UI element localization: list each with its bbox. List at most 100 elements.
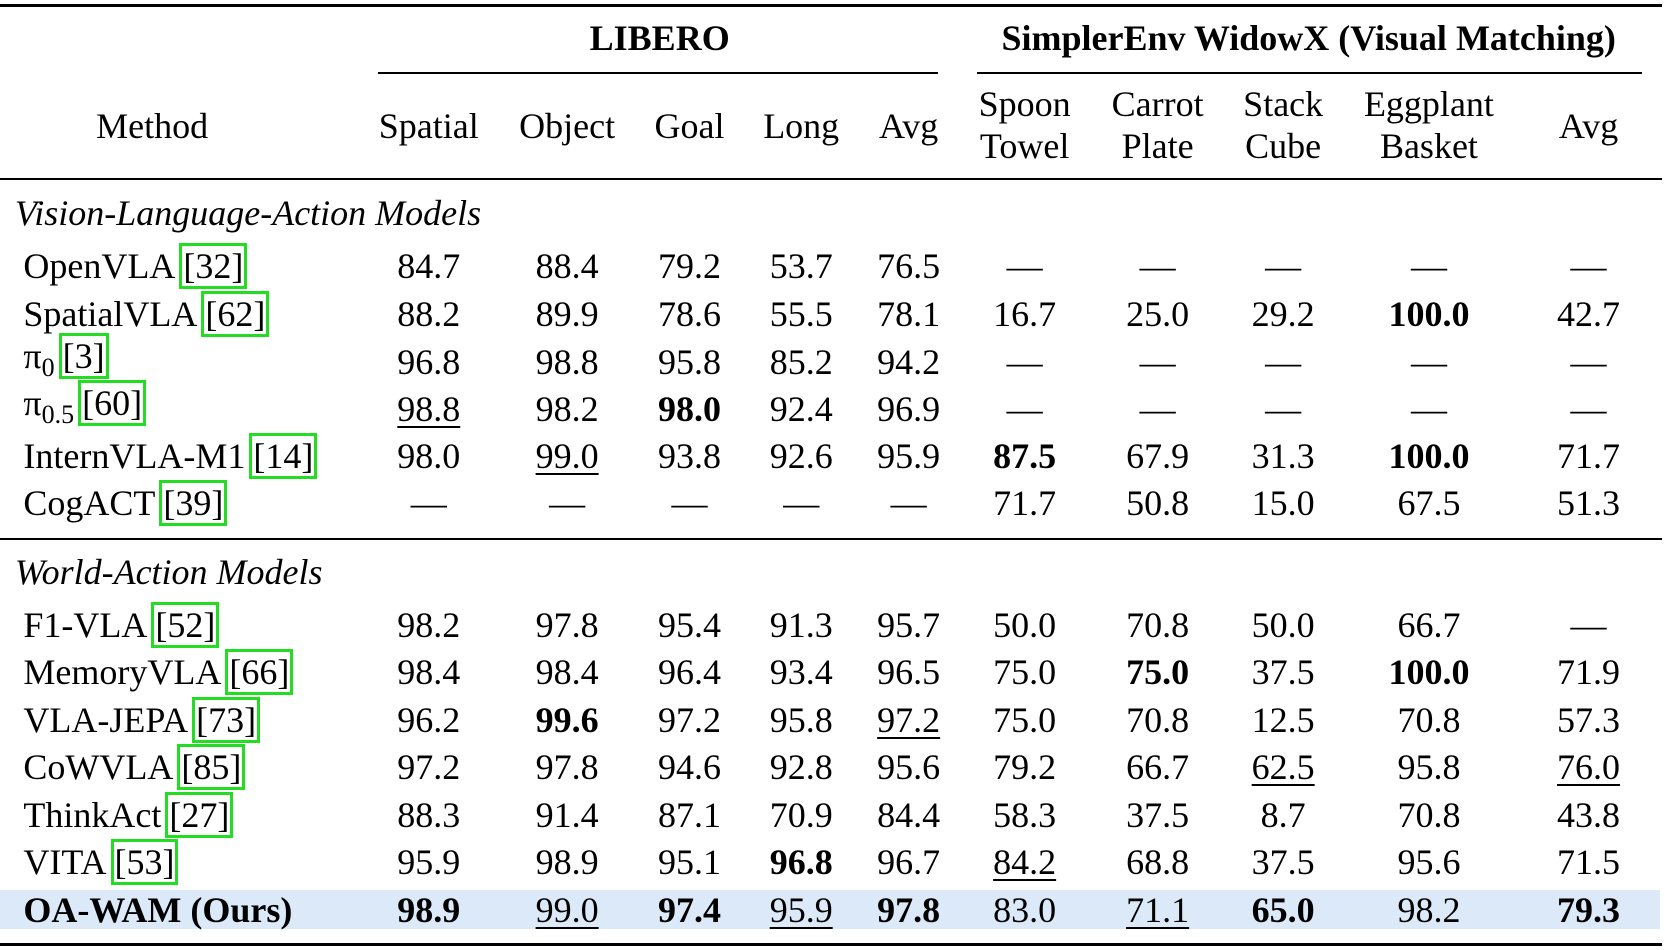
value-cell: —	[1570, 246, 1607, 286]
value-cell: 95.8	[769, 700, 833, 741]
citation: [62]	[201, 290, 270, 337]
method-cell: MemoryVLA [66]	[23, 649, 294, 696]
value-cell: —	[549, 483, 586, 524]
group-title: SimplerEnv WidowX (Visual Matching)	[1001, 18, 1616, 59]
citation: [39]	[159, 480, 228, 527]
value-cell: —	[1265, 246, 1302, 286]
value-cell: —	[1139, 341, 1176, 382]
value-cell: 97.4	[657, 889, 721, 930]
value-cell: 15.0	[1251, 483, 1315, 524]
value-cell: 78.1	[877, 293, 941, 334]
value-cell: 25.0	[1126, 293, 1190, 334]
citation: [60]	[78, 379, 147, 426]
value-cell: 75.0	[1126, 652, 1190, 693]
value-cell: —	[1006, 246, 1043, 286]
value-cell: 50.0	[993, 604, 1057, 645]
column-header: Carrot	[1111, 84, 1204, 125]
value-cell: 43.8	[1557, 795, 1621, 836]
value-cell: 57.3	[1557, 700, 1621, 741]
rule	[0, 4, 1662, 8]
method-cell: CoWVLA [85]	[23, 744, 246, 791]
value-cell: 99.0	[535, 436, 599, 477]
value-cell: —	[1006, 341, 1043, 382]
value-cell: —	[1265, 341, 1302, 382]
column-header: Avg	[1558, 105, 1619, 146]
value-cell: 53.7	[769, 246, 833, 286]
method-subscript: 0.5	[41, 399, 75, 429]
value-cell: 100.0	[1388, 652, 1470, 693]
value-cell: —	[410, 483, 447, 524]
method-name: SpatialVLA	[23, 293, 198, 334]
value-cell: 68.8	[1126, 841, 1190, 882]
value-cell: 99.0	[535, 889, 599, 930]
method-name: π	[23, 335, 42, 376]
value-cell: 51.3	[1557, 483, 1621, 524]
value-cell: 83.0	[993, 889, 1057, 930]
method-cell: InternVLA-M1 [14]	[23, 433, 318, 480]
column-header: Plate	[1121, 125, 1194, 166]
method-cell: VITA [53]	[23, 838, 179, 885]
value-cell: 95.4	[657, 604, 721, 645]
value-cell: —	[1265, 388, 1302, 429]
value-cell: 95.9	[769, 889, 833, 930]
value-cell: 97.2	[657, 700, 721, 741]
column-header: Eggplant	[1363, 84, 1494, 125]
column-header: Spatial	[378, 105, 479, 146]
value-cell: —	[783, 483, 820, 524]
value-cell: 96.8	[769, 841, 833, 882]
method-name: InternVLA-M1	[23, 436, 246, 477]
value-cell: 8.7	[1260, 795, 1306, 836]
value-cell: 96.2	[397, 700, 461, 741]
method-cell: ThinkAct [27]	[23, 792, 234, 839]
value-cell: 66.7	[1126, 747, 1190, 788]
value-cell: 88.3	[397, 795, 461, 836]
column-header: Object	[519, 105, 616, 146]
value-cell: 98.0	[657, 388, 721, 429]
value-cell: 95.7	[877, 604, 941, 645]
value-cell: 100.0	[1388, 436, 1470, 477]
value-cell: 98.0	[397, 436, 461, 477]
value-cell: —	[1139, 388, 1176, 429]
rule	[0, 538, 1662, 541]
citation: [66]	[225, 649, 294, 696]
citation: [73]	[192, 697, 261, 744]
method-cell: π0 [3]	[23, 332, 109, 388]
value-cell: 71.9	[1557, 652, 1621, 693]
value-cell: 100.0	[1388, 293, 1470, 334]
citation: [27]	[165, 792, 234, 839]
method-name: π	[23, 382, 42, 423]
value-cell: 85.2	[769, 341, 833, 382]
value-cell: 79.3	[1557, 889, 1621, 930]
section-title: World-Action Models	[14, 552, 323, 593]
value-cell: 55.5	[769, 293, 833, 334]
value-cell: 50.0	[1251, 604, 1315, 645]
value-cell: 96.4	[657, 652, 721, 693]
value-cell: 12.5	[1251, 700, 1315, 741]
value-cell: 71.7	[1557, 436, 1621, 477]
value-cell: 92.8	[769, 747, 833, 788]
value-cell: 98.2	[1397, 889, 1461, 930]
method-name: CoWVLA	[23, 747, 174, 788]
citation: [52]	[151, 601, 220, 648]
value-cell: 96.9	[877, 388, 941, 429]
value-cell: 79.2	[657, 246, 721, 286]
method-name: CogACT	[23, 483, 156, 524]
value-cell: 95.9	[877, 436, 941, 477]
value-cell: 96.7	[877, 841, 941, 882]
value-cell: 97.2	[397, 747, 461, 788]
method-cell: OA-WAM (Ours)	[23, 890, 292, 930]
value-cell: 91.3	[769, 604, 833, 645]
value-cell: 95.6	[1397, 841, 1461, 882]
value-cell: 16.7	[993, 293, 1057, 334]
value-cell: 95.8	[1397, 747, 1461, 788]
value-cell: 70.8	[1397, 795, 1461, 836]
value-cell: —	[1570, 604, 1607, 645]
value-cell: 94.2	[877, 341, 941, 382]
value-cell: 71.1	[1126, 889, 1190, 930]
rule	[0, 177, 1662, 180]
value-cell: 95.9	[397, 841, 461, 882]
value-cell: 71.5	[1557, 841, 1621, 882]
value-cell: 62.5	[1251, 747, 1315, 788]
method-name: VLA-JEPA	[23, 700, 189, 741]
